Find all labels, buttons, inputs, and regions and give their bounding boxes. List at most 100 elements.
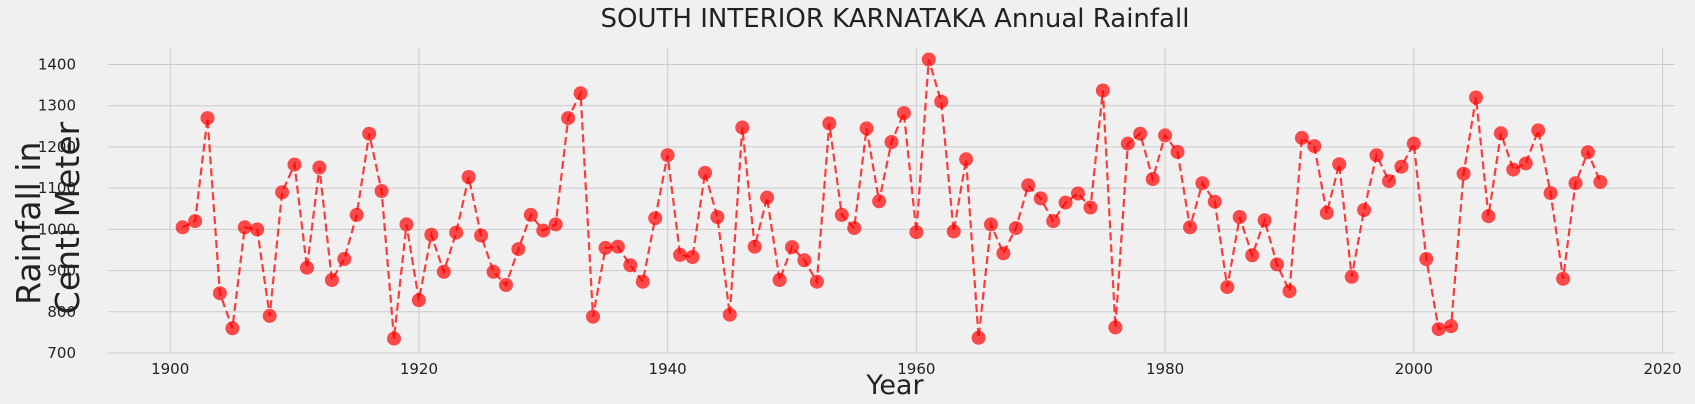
data-point: [1419, 252, 1434, 266]
data-point: [1183, 220, 1197, 235]
x-tick-label: 1920: [400, 360, 438, 378]
data-point: [1319, 205, 1334, 220]
x-tick-label: 1980: [1146, 360, 1184, 378]
data-point: [212, 286, 227, 301]
x-tick-label: 1900: [151, 360, 189, 378]
data-point: [1270, 257, 1284, 272]
data-point: [250, 222, 265, 237]
data-point: [1083, 200, 1098, 215]
data-point: [884, 135, 899, 149]
data-point: [735, 120, 750, 135]
data-point: [175, 220, 190, 235]
y-tick-label: 1200: [38, 138, 76, 156]
data-point: [660, 148, 675, 163]
data-point: [996, 246, 1011, 261]
data-point: [1133, 126, 1148, 141]
series-line: [182, 59, 1602, 339]
data-point: [548, 217, 563, 232]
data-point: [1033, 191, 1048, 206]
data-point: [809, 274, 824, 289]
data-point: [1394, 159, 1409, 174]
data-point: [984, 217, 998, 232]
data-point: [1556, 271, 1571, 286]
data-point: [1568, 176, 1583, 191]
data-point: [1382, 174, 1396, 189]
data-point: [1145, 172, 1160, 187]
data-points: [175, 52, 1608, 346]
data-point: [872, 194, 887, 209]
x-tick-label: 2000: [1395, 360, 1433, 378]
data-point: [921, 52, 936, 67]
data-point: [847, 221, 862, 236]
x-tick-label: 1960: [897, 360, 935, 378]
data-point: [536, 223, 551, 238]
data-point: [1344, 269, 1359, 284]
data-point: [1257, 213, 1272, 228]
data-point: [374, 184, 389, 198]
data-point: [300, 260, 314, 275]
x-tick-label: 1940: [649, 360, 687, 378]
data-point: [822, 116, 837, 131]
data-point: [1469, 90, 1483, 105]
data-point: [673, 247, 688, 262]
data-point: [760, 190, 775, 205]
data-point: [1282, 284, 1297, 299]
data-point: [1232, 210, 1247, 224]
data-point: [275, 185, 290, 200]
data-point: [1158, 128, 1173, 143]
data-point: [1593, 175, 1608, 189]
data-point: [1294, 130, 1309, 145]
data-point: [200, 111, 215, 126]
data-point: [523, 207, 538, 222]
data-point: [287, 157, 302, 172]
data-point: [486, 264, 501, 279]
y-axis-label-line-1: Rainfall in: [9, 142, 48, 305]
data-point: [710, 210, 725, 224]
data-point: [324, 273, 339, 287]
data-point: [1506, 162, 1521, 177]
data-point: [237, 220, 252, 235]
data-point: [909, 225, 924, 240]
data-point: [262, 308, 277, 323]
data-point: [387, 331, 401, 346]
data-point: [896, 106, 911, 121]
data-point: [623, 258, 638, 273]
data-point: [971, 330, 986, 345]
data-point: [1071, 186, 1085, 201]
data-point: [1481, 209, 1496, 224]
data-point: [1008, 221, 1023, 236]
data-point: [337, 252, 352, 266]
data-point: [1108, 320, 1123, 335]
data-point: [834, 207, 849, 222]
data-point: [785, 240, 799, 255]
y-axis-ticks: 700 800 900 1000 1100 1200 1300 1400: [38, 55, 76, 362]
data-point: [1332, 157, 1347, 172]
y-tick-label: 900: [47, 262, 76, 280]
y-tick-label: 1300: [38, 97, 76, 115]
chart-title: SOUTH INTERIOR KARNATAKA Annual Rainfall: [601, 4, 1190, 34]
data-point: [1357, 203, 1372, 217]
data-point: [1444, 319, 1459, 334]
data-point: [1369, 148, 1384, 163]
data-point: [610, 239, 625, 254]
data-point: [1307, 139, 1322, 154]
y-tick-label: 1400: [38, 55, 76, 73]
data-point: [561, 111, 576, 126]
data-point: [1170, 144, 1185, 159]
data-point: [362, 126, 377, 141]
x-axis-label: Year: [865, 370, 924, 401]
data-point: [424, 227, 439, 242]
data-point: [1195, 176, 1210, 191]
data-point: [1220, 280, 1235, 295]
data-point: [511, 242, 526, 257]
data-point: [946, 224, 961, 239]
data-point: [1021, 178, 1036, 193]
y-axis-label-line-2: Centi Meter: [48, 121, 87, 314]
data-point: [1245, 248, 1260, 263]
data-point: [1518, 156, 1533, 171]
data-point: [722, 307, 737, 322]
data-point: [1543, 186, 1558, 201]
data-point: [399, 217, 414, 232]
data-point: [934, 94, 949, 109]
data-point: [1046, 214, 1061, 229]
